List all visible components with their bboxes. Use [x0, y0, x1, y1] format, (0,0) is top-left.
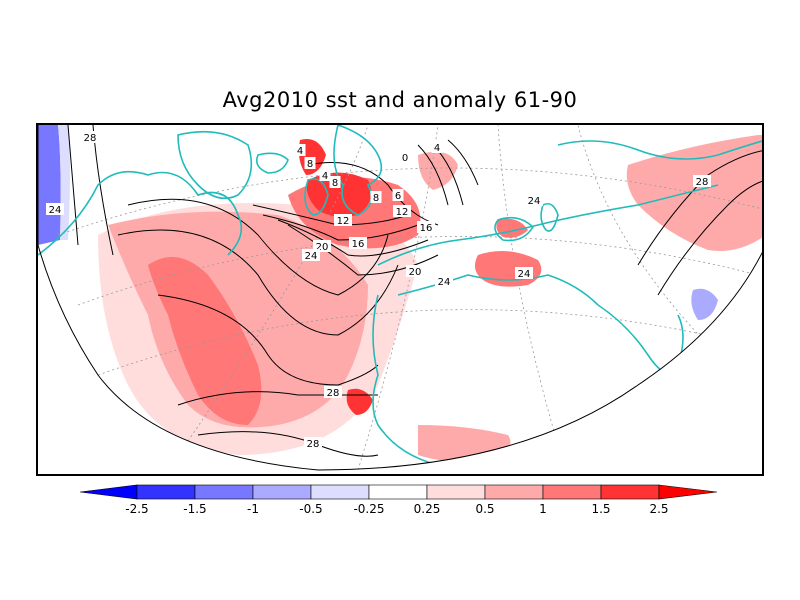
contour-label: 12 — [337, 216, 350, 227]
contour-label-bg — [46, 203, 64, 215]
colorbar-label: -0.25 — [353, 502, 384, 516]
anomaly-east-pacific — [626, 135, 762, 251]
contour-label-bg — [81, 131, 99, 143]
contour-label: 8 — [332, 178, 338, 189]
colorbar-arrow-low — [79, 484, 138, 500]
colorbar-label: 0.25 — [414, 502, 441, 516]
anomaly-east-blue — [691, 288, 718, 320]
contour-label: 16 — [352, 239, 365, 250]
colorbar-label: -1.5 — [183, 502, 206, 516]
colorbar-swatch — [484, 484, 544, 500]
contour-label-bg — [304, 157, 316, 169]
colorbar-swatches — [79, 484, 718, 500]
contour-label-bg — [399, 151, 411, 163]
contour-label: 20 — [316, 242, 329, 253]
contour-label: 8 — [373, 193, 379, 204]
contour-label-bg — [417, 221, 435, 233]
contour-label: 28 — [327, 388, 340, 399]
contour-label-bg — [406, 265, 424, 277]
colorbar-label: -1 — [247, 502, 259, 516]
colorbar-label: -2.5 — [125, 502, 148, 516]
coast-asia — [557, 139, 762, 160]
contour-label-bg — [431, 141, 443, 153]
contour-label: 24 — [438, 277, 451, 288]
contour-label-bg — [435, 275, 453, 287]
contour-label-bg — [334, 214, 352, 226]
contour-label: 0 — [402, 153, 408, 164]
contour-label-bg — [392, 189, 404, 201]
colorbar-label: 1.5 — [591, 502, 610, 516]
map-title: Avg2010 sst and anomaly 61-90 — [222, 88, 578, 112]
colorbar-swatch — [310, 484, 370, 500]
contour-label-bg — [393, 205, 411, 217]
contour-label-bg — [370, 191, 382, 203]
contour-label: 28 — [696, 177, 709, 188]
contour-label-bg — [515, 267, 533, 279]
contour-label-bg — [319, 169, 331, 181]
contour-label-bg — [525, 194, 543, 206]
coast-iceland — [255, 152, 289, 174]
coast-greenland — [177, 130, 253, 200]
colorbar-arrow-high — [658, 484, 718, 500]
colorbar-swatch — [426, 484, 486, 500]
contour-label: 6 — [395, 191, 401, 202]
colorbar-swatch — [368, 484, 428, 500]
contour-label-bg — [329, 176, 341, 188]
contour-label: 28 — [84, 133, 97, 144]
contour-label-bg — [324, 386, 342, 398]
contour-label-bg — [349, 237, 367, 249]
contour-label: 24 — [305, 251, 318, 262]
contour-label: 28 — [307, 439, 320, 450]
colorbar-swatch — [252, 484, 312, 500]
anomaly-shading — [38, 125, 762, 462]
contour-label: 24 — [518, 269, 531, 280]
coast-uk — [304, 178, 329, 216]
contour-label: 12 — [396, 207, 409, 218]
graticule — [57, 125, 762, 470]
contour-label: 8 — [307, 159, 313, 170]
contour-label: 4 — [322, 171, 328, 182]
anomaly-baltic — [418, 151, 458, 190]
contour-label: 24 — [528, 196, 541, 207]
colorbar-labels: -2.5 -1.5 -1 -0.5 -0.25 0.25 0.5 1 1.5 2.5 — [125, 502, 668, 516]
colorbar: -2.5 -1.5 -1 -0.5 -0.25 0.25 0.5 1 1.5 2.5 — [79, 484, 718, 516]
coast-europe — [377, 184, 719, 266]
colorbar-swatch — [542, 484, 602, 500]
contour-label: 16 — [420, 223, 433, 234]
colorbar-label: 0.5 — [475, 502, 494, 516]
coast-black-sea — [494, 216, 535, 242]
colorbar-swatch — [136, 484, 196, 500]
anomaly-red-west — [148, 257, 262, 425]
contour-label-bg — [302, 249, 320, 261]
map-panel: 28 24 4 8 4 8 0 4 8 6 12 12 16 16 20 24 20 24 24 24 28 28 28 — [36, 123, 764, 476]
contour-label: 4 — [297, 146, 303, 157]
colorbar-swatch — [194, 484, 254, 500]
contour-label: 4 — [434, 143, 440, 154]
map-boundary — [38, 125, 762, 471]
coast-north-america — [38, 170, 243, 256]
sst-contours — [67, 125, 762, 457]
colorbar-label: -0.5 — [299, 502, 322, 516]
contour-label-bg — [304, 437, 322, 449]
anomaly-west-blue — [38, 125, 61, 245]
colorbar-label: 2.5 — [649, 502, 668, 516]
coast-arabia — [597, 304, 684, 374]
contour-label-bg — [693, 175, 711, 187]
colorbar-label: 1 — [539, 502, 547, 516]
contour-label: 24 — [49, 205, 62, 216]
coast-caspian — [540, 202, 559, 232]
contour-label: 20 — [409, 267, 422, 278]
coast-mediterranean — [397, 274, 599, 306]
colorbar-swatch — [600, 484, 660, 500]
contour-label-bg — [294, 144, 306, 156]
